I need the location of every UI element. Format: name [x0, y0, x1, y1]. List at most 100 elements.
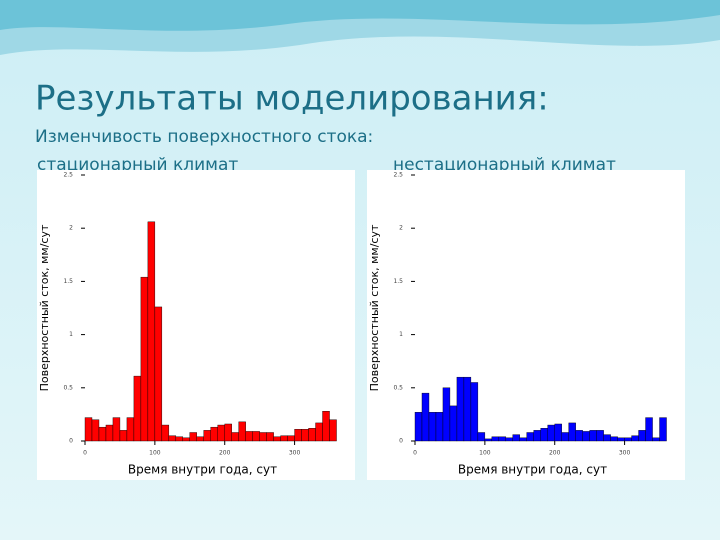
x-tick-label: 100 — [479, 450, 491, 457]
x-tick-label: 100 — [149, 450, 161, 457]
histogram-bar — [582, 431, 590, 442]
histogram-bar — [273, 436, 281, 442]
y-tick-label: 0.5 — [393, 384, 403, 391]
histogram-bar — [561, 432, 569, 442]
histogram-bar — [596, 430, 604, 442]
histogram-bar — [414, 412, 423, 442]
histogram-bar — [266, 432, 274, 442]
histogram-bar — [435, 412, 444, 442]
histogram-bar — [217, 424, 225, 442]
y-tick-label: 1 — [69, 331, 73, 338]
histogram-bar — [575, 430, 583, 442]
histogram-bar — [203, 430, 211, 442]
histogram-bar — [329, 419, 337, 442]
histogram-bar — [491, 436, 500, 442]
histogram-bar — [245, 431, 253, 442]
x-tick-label: 300 — [289, 450, 301, 457]
y-tick-label: 2.5 — [393, 172, 403, 179]
y-tick-label: 0 — [399, 438, 403, 445]
histogram-bar — [498, 436, 507, 442]
histogram-bar — [105, 424, 114, 442]
histogram-bar — [308, 428, 316, 442]
y-tick-label: 1.5 — [63, 278, 73, 285]
histogram-bar — [161, 424, 170, 442]
y-tick-label: 2 — [69, 225, 73, 232]
histogram-bar — [154, 306, 163, 442]
y-tick-label: 0.5 — [63, 384, 73, 391]
histogram-bar — [147, 221, 156, 442]
histogram-bar — [322, 411, 330, 442]
histogram-bar — [287, 435, 295, 442]
histogram-bar — [610, 436, 618, 442]
histogram-bar — [631, 435, 639, 442]
histogram-bar — [659, 417, 667, 442]
y-tick-label: 1.5 — [393, 278, 403, 285]
histogram-bar — [294, 429, 302, 442]
histogram-bar — [280, 435, 288, 442]
histogram-bar — [638, 430, 646, 442]
histogram-bar — [252, 431, 260, 442]
slide-title: Результаты моделирования: — [35, 79, 549, 119]
y-axis-label: Поверхностный сток, мм/сут — [368, 224, 381, 391]
histogram-bar — [505, 437, 514, 442]
histogram-bar — [196, 436, 204, 442]
histogram-bar — [189, 432, 197, 442]
histogram-bar — [421, 392, 430, 442]
histogram-bar — [210, 426, 218, 442]
histogram-bar — [484, 438, 493, 442]
histogram-bar — [231, 432, 239, 442]
histogram-bar — [617, 437, 625, 442]
histogram-bar — [463, 376, 472, 442]
wave — [0, 0, 720, 31]
histogram-bar — [568, 422, 576, 442]
histogram-bar — [456, 376, 465, 442]
y-tick-label: 0 — [69, 438, 73, 445]
x-axis-label: Время внутри года, сут — [458, 463, 607, 477]
histogram-bar — [477, 432, 486, 442]
x-tick-label: 0 — [83, 450, 87, 457]
histogram-bar — [428, 412, 437, 442]
histogram-bar — [98, 426, 107, 442]
chart-panel — [367, 170, 685, 480]
y-tick-label: 2 — [399, 225, 403, 232]
histogram-bar — [112, 417, 121, 442]
histogram-bar — [554, 423, 562, 442]
histogram-bar — [126, 417, 135, 442]
histogram-bar — [533, 430, 541, 442]
histogram-bar — [540, 428, 548, 442]
histogram-bar — [224, 423, 232, 442]
histogram-bar — [470, 382, 479, 442]
slide-subtitle: Изменчивость поверхностного стока: — [35, 127, 373, 147]
x-tick-label: 300 — [619, 450, 631, 457]
histogram-bar — [624, 437, 632, 442]
histogram-bar — [140, 276, 149, 442]
histogram-bar — [133, 375, 142, 442]
histogram-bar — [449, 405, 458, 442]
y-tick-label: 2.5 — [63, 172, 73, 179]
histogram-bar — [315, 422, 323, 442]
histogram-bar — [645, 417, 653, 442]
histogram-bar — [91, 419, 100, 442]
x-tick-label: 200 — [549, 450, 561, 457]
histogram-bar — [182, 437, 190, 442]
histogram-bar — [526, 432, 534, 442]
histogram-bar — [119, 430, 128, 442]
y-axis-label: Поверхностный сток, мм/сут — [38, 224, 51, 391]
histogram-bar — [175, 436, 184, 442]
x-axis-label: Время внутри года, сут — [128, 463, 277, 477]
histogram-bar — [652, 437, 660, 442]
histogram-bar — [589, 430, 597, 442]
histogram-bar — [259, 432, 267, 442]
histogram-bar — [84, 417, 93, 442]
histogram-bar — [442, 387, 451, 442]
x-tick-label: 200 — [219, 450, 231, 457]
y-tick-label: 1 — [399, 331, 403, 338]
histogram-bar — [603, 434, 611, 442]
histogram-bar — [168, 435, 177, 442]
histogram-bar — [238, 421, 246, 442]
histogram-bar — [519, 437, 527, 442]
histogram-bar — [512, 434, 520, 442]
x-tick-label: 0 — [413, 450, 417, 457]
histogram-bar — [547, 424, 555, 442]
